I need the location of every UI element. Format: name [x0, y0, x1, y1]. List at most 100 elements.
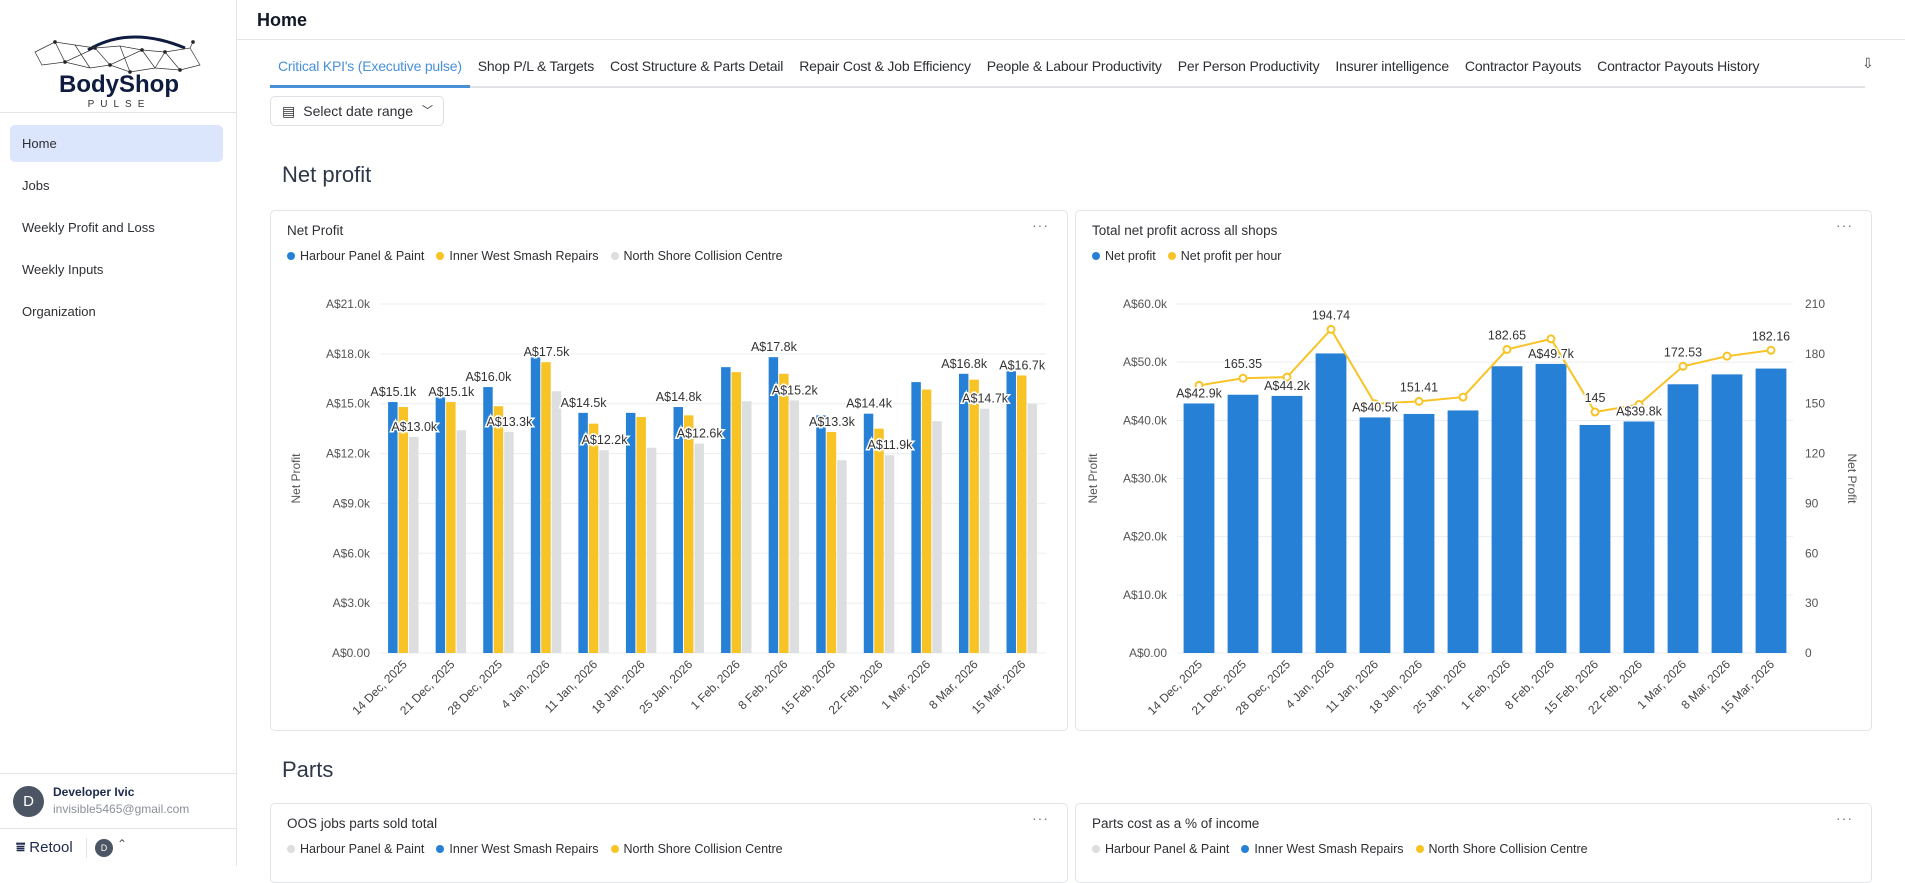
sidebar-item-jobs[interactable]: Jobs [22, 178, 50, 193]
bar [683, 415, 694, 653]
retool-footer: ⩸ Retool D ⌃ [0, 828, 236, 866]
bar [483, 387, 493, 653]
net-profit-chart-card: A$0.00 A$3.0k A$6.0k A$9.0k A$12.0k A$15.0k A$… [270, 210, 1068, 731]
svg-text:BodyShop: BodyShop [59, 71, 179, 98]
y2-tick-label: 120 [1805, 447, 1825, 461]
retool-logo[interactable]: ⩸ Retool [16, 839, 73, 856]
legend-item[interactable]: North Shore Collision Centre [610, 249, 783, 263]
bar [1623, 421, 1655, 653]
bar [1271, 395, 1303, 653]
user-profile[interactable]: D Developer Ivic invisible5465@gmail.com [0, 773, 236, 828]
bar [1183, 403, 1215, 653]
legend-item[interactable]: Harbour Panel & Paint [1092, 842, 1229, 856]
bar [1359, 417, 1391, 653]
data-label: A$44.2k [1264, 379, 1311, 393]
y-tick-label: A$30.0k [1123, 472, 1168, 486]
line-point [1194, 380, 1204, 390]
data-label: A$11.9k [867, 438, 913, 452]
bar [911, 382, 921, 653]
legend-item[interactable]: Harbour Panel & Paint [287, 249, 424, 263]
date-range-select[interactable]: ▤ Select date range ﹀ [270, 96, 444, 126]
data-label: A$12.2k [582, 433, 629, 447]
bar [646, 447, 657, 653]
y-tick-label: A$0.00 [332, 646, 370, 660]
tab-contractor-payouts-history[interactable]: Contractor Payouts History [1597, 58, 1760, 74]
bar [1755, 368, 1787, 653]
bar [694, 443, 704, 653]
data-label: 145 [1585, 391, 1606, 405]
legend-item[interactable]: Inner West Smash Repairs [1241, 842, 1404, 856]
sidebar-item-organization[interactable]: Organization [22, 304, 96, 319]
y-tick-label: A$6.0k [333, 546, 371, 560]
bar [1027, 403, 1037, 653]
bar [816, 415, 826, 653]
data-label: A$16.0k [466, 370, 513, 384]
retool-brand: Retool [29, 839, 73, 856]
y-tick-label: A$10.0k [1123, 588, 1168, 602]
cloud-download-icon[interactable]: ⇩ [1862, 55, 1874, 71]
bar [837, 460, 847, 653]
bar [504, 431, 514, 653]
bar [446, 402, 456, 653]
bar [551, 391, 562, 653]
legend-item[interactable]: Net profit [1092, 249, 1156, 263]
chart-legend: Harbour Panel & Paint Inner West Smash R… [287, 842, 783, 856]
data-label: 194.74 [1312, 308, 1350, 322]
line-point [1282, 372, 1292, 382]
chevron-down-icon: ﹀ [422, 105, 433, 117]
tab-cost-structure[interactable]: Cost Structure & Parts Detail [610, 58, 784, 74]
tab-shop-pl-targets[interactable]: Shop P/L & Targets [477, 58, 595, 74]
legend-item[interactable]: Net profit per hour [1167, 249, 1281, 263]
tab-critical-kpis[interactable]: Critical KPI's (Executive pulse) [270, 55, 470, 88]
mini-avatar[interactable]: D [95, 839, 113, 857]
y-tick-label: A$40.0k [1123, 413, 1168, 427]
tab-repair-cost[interactable]: Repair Cost & Job Efficiency [799, 58, 971, 74]
line-point [1722, 351, 1732, 361]
legend-item[interactable]: Inner West Smash Repairs [436, 249, 599, 263]
more-options-icon[interactable]: ··· [1836, 810, 1853, 826]
card-title: Net Profit [287, 223, 344, 238]
line-point [1458, 392, 1468, 402]
data-label: A$49.7k [1528, 347, 1575, 361]
data-label: 151.41 [1400, 380, 1438, 394]
bar [1227, 394, 1259, 653]
more-options-icon[interactable]: ··· [1032, 217, 1049, 233]
legend-item[interactable]: North Shore Collision Centre [1415, 842, 1588, 856]
bar [673, 407, 683, 653]
bar [779, 373, 789, 653]
bar [409, 436, 419, 653]
tab-per-person[interactable]: Per Person Productivity [1177, 58, 1320, 74]
data-label: A$15.1k [370, 385, 417, 399]
legend-item[interactable]: Inner West Smash Repairs [436, 842, 599, 856]
sidebar-item-weekly-profit-and-loss[interactable]: Weekly Profit and Loss [22, 220, 155, 235]
y-tick-label: A$9.0k [333, 496, 371, 510]
bar [789, 400, 800, 653]
data-label: A$12.6k [677, 427, 724, 441]
net-profit-chart: A$0.00A$3.0kA$6.0kA$9.0kA$12.0kA$15.0kA$… [289, 297, 1047, 718]
data-label: A$14.7k [962, 392, 1009, 406]
more-options-icon[interactable]: ··· [1836, 217, 1853, 233]
bodyshop-pulse-logo[interactable]: BodyShop PULSE [30, 20, 208, 110]
data-label: A$17.5k [524, 345, 571, 359]
total-net-profit-chart: A$0.00 A$10.0k A$20.0k A$30.0k A$40.0k A$50.0… [1086, 297, 1859, 718]
tab-insurer[interactable]: Insurer intelligence [1335, 58, 1449, 74]
card-title: Total net profit across all shops [1092, 223, 1278, 238]
bar [578, 412, 588, 653]
more-options-icon[interactable]: ··· [1032, 810, 1049, 826]
legend-item[interactable]: North Shore Collision Centre [610, 842, 783, 856]
y-tick-label: A$0.00 [1129, 646, 1167, 660]
chart-legend: Harbour Panel & Paint Inner West Smash R… [1092, 842, 1588, 856]
tab-contractor-payouts[interactable]: Contractor Payouts [1464, 58, 1582, 74]
sidebar-item-home[interactable]: Home [10, 125, 223, 162]
x-tick-label: 1 Mar, 2026 [878, 657, 933, 712]
bar [1579, 424, 1611, 653]
legend-item[interactable]: Harbour Panel & Paint [287, 842, 424, 856]
sidebar-item-weekly-inputs[interactable]: Weekly Inputs [22, 262, 104, 277]
chevron-up-icon[interactable]: ⌃ [117, 837, 128, 851]
parts-cost-percent-card: Parts cost as a % of income ··· Harbour … [1075, 803, 1872, 883]
y2-axis-label: Net Profit [1845, 453, 1859, 504]
tab-people-labour[interactable]: People & Labour Productivity [986, 58, 1162, 74]
data-label: A$42.9k [1176, 386, 1223, 400]
y-tick-label: A$20.0k [1123, 530, 1168, 544]
card-title: Parts cost as a % of income [1092, 816, 1260, 831]
